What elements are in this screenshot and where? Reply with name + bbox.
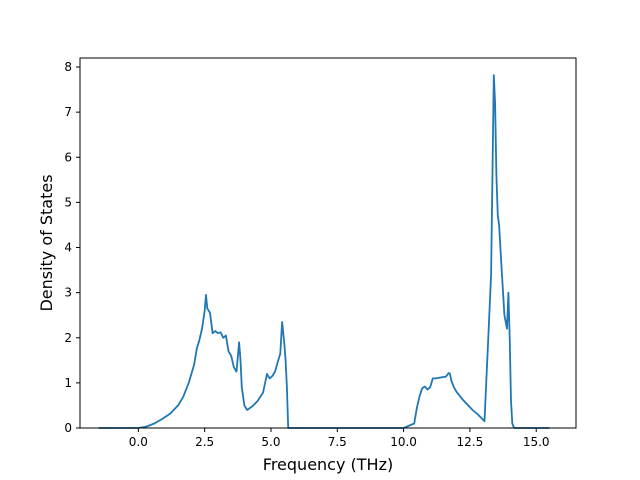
y-tick-label: 0 xyxy=(64,421,72,435)
y-tick-label: 7 xyxy=(64,105,72,119)
x-tick-label: 7.5 xyxy=(328,435,347,449)
x-tick-label: 12.5 xyxy=(457,435,484,449)
y-tick-label: 2 xyxy=(64,331,72,345)
x-tick-label: 15.0 xyxy=(523,435,550,449)
x-axis-label: Frequency (THz) xyxy=(263,455,393,474)
ticks-layer: 0.0 2.5 5.0 7.5 10.0 12.5 15.0 0 1 2 3 4 5 6 7 8 xyxy=(64,60,549,449)
y-tick-label: 5 xyxy=(64,195,72,209)
series-layer xyxy=(98,74,550,429)
x-tick-label: 10.0 xyxy=(390,435,417,449)
x-tick-label: 2.5 xyxy=(195,435,214,449)
y-tick-label: 3 xyxy=(64,286,72,300)
x-tick-label: 0.0 xyxy=(129,435,148,449)
dos-series-line xyxy=(98,74,550,429)
x-tick-label: 5.0 xyxy=(261,435,280,449)
y-axis-label: Density of States xyxy=(37,174,56,311)
plot-frame xyxy=(79,57,577,429)
y-tick-label: 1 xyxy=(64,376,72,390)
y-tick-label: 6 xyxy=(64,150,72,164)
y-tick-label: 4 xyxy=(64,241,72,255)
y-tick-label: 8 xyxy=(64,60,72,74)
